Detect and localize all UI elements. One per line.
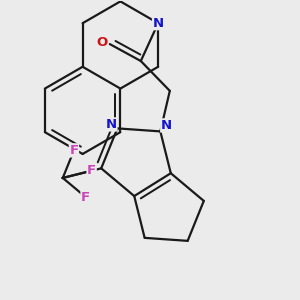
Text: F: F (87, 164, 96, 177)
Text: N: N (106, 118, 117, 131)
Text: F: F (69, 144, 79, 157)
Text: F: F (81, 190, 90, 203)
Text: O: O (96, 36, 107, 49)
Text: N: N (153, 17, 164, 30)
Text: N: N (161, 119, 172, 132)
